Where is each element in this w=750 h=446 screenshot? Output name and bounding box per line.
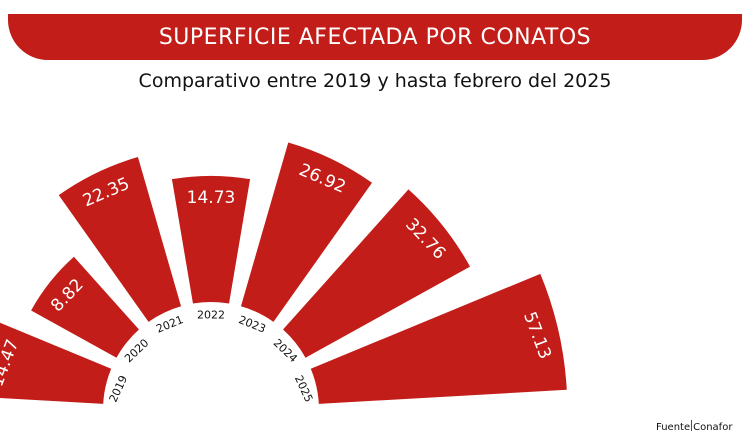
chart-title: SUPERFICIE AFECTADA POR CONATOS	[158, 24, 592, 50]
source-credit: Fuente Conafor	[656, 420, 732, 433]
year-label-2025: 2025	[292, 373, 315, 404]
source-separator	[691, 420, 693, 431]
year-label-2019: 2019	[107, 373, 130, 404]
value-label-2022: 14.73	[187, 188, 236, 208]
year-label-2023: 2023	[237, 313, 268, 335]
year-label-2021: 2021	[154, 313, 185, 335]
bar-2024	[283, 189, 471, 358]
bar-2020	[31, 256, 139, 358]
bar-2021	[58, 156, 182, 322]
source-name: Conafor	[693, 422, 733, 433]
chart-subtitle: Comparativo entre 2019 y hasta febrero d…	[138, 70, 612, 92]
year-label-2022: 2022	[197, 309, 225, 322]
bar-2019	[0, 322, 112, 404]
source-label: Fuente	[656, 422, 691, 433]
title-banner: SUPERFICIE AFECTADA POR CONATOS	[8, 14, 742, 60]
bar-2025	[310, 273, 567, 404]
bar-2022	[171, 175, 251, 304]
bar-2023	[240, 142, 373, 322]
